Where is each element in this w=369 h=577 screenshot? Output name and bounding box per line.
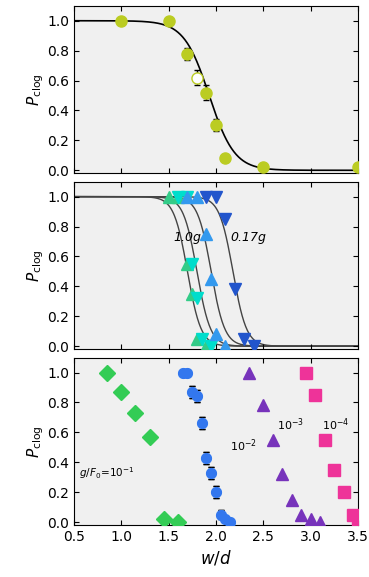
Y-axis label: $P_{\rm clog}$: $P_{\rm clog}$ bbox=[25, 425, 45, 458]
Text: 1.0g: 1.0g bbox=[173, 231, 201, 245]
Text: $10^{-4}$: $10^{-4}$ bbox=[322, 416, 349, 433]
Y-axis label: $P_{\rm clog}$: $P_{\rm clog}$ bbox=[25, 73, 45, 106]
Y-axis label: $P_{\rm clog}$: $P_{\rm clog}$ bbox=[25, 249, 45, 282]
Text: $10^{-3}$: $10^{-3}$ bbox=[277, 416, 304, 433]
Text: $g/F_0\!=\!10^{-1}$: $g/F_0\!=\!10^{-1}$ bbox=[79, 466, 135, 481]
X-axis label: $w/d$: $w/d$ bbox=[200, 548, 232, 567]
Text: 0.17g: 0.17g bbox=[230, 231, 266, 245]
Text: $10^{-2}$: $10^{-2}$ bbox=[230, 437, 257, 454]
